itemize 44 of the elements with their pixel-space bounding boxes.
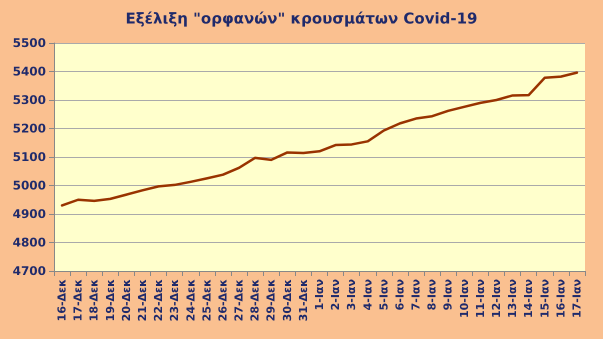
x-tick-label: 11-Ιαν xyxy=(474,279,487,318)
x-tick-label: 21-Δεκ xyxy=(136,278,149,322)
x-tick-label: 22-Δεκ xyxy=(152,278,166,322)
x-tick-label: 18-Δεκ xyxy=(88,278,101,322)
y-tick-label: 4800 xyxy=(12,236,46,250)
chart-title: Εξέλιξη "ορφανών" κρουσμάτων Covid-19 xyxy=(126,10,478,28)
x-tick-label: 23-Δεκ xyxy=(168,278,182,322)
y-tick-label: 5100 xyxy=(12,150,46,164)
y-tick-label: 5300 xyxy=(12,93,46,107)
x-tick-label: 14-Ιαν xyxy=(522,279,536,318)
y-tick-label: 5000 xyxy=(12,178,46,192)
x-tick-label: 6-Ιαν xyxy=(393,279,406,310)
y-tick-label: 4900 xyxy=(12,207,46,221)
x-tick-label: 16-Ιαν xyxy=(554,279,568,318)
x-tick-label: 17-Δεκ xyxy=(72,278,85,322)
y-tick-label: 5500 xyxy=(12,36,46,50)
y-tick-label: 4700 xyxy=(12,264,46,278)
y-tick-label: 5400 xyxy=(12,64,46,78)
x-tick-label: 27-Δεκ xyxy=(232,278,246,322)
y-tick-label: 5200 xyxy=(12,122,46,136)
x-tick-label: 24-Δεκ xyxy=(184,278,198,322)
x-tick-label: 3-Ιαν xyxy=(345,279,358,310)
x-tick-label: 30-Δεκ xyxy=(280,278,294,322)
x-tick-label: 29-Δεκ xyxy=(264,278,278,322)
x-tick-label: 7-Ιαν xyxy=(410,279,423,310)
line-series xyxy=(60,71,578,207)
x-tick-label: 26-Δεκ xyxy=(216,278,230,322)
x-tick-label: 20-Δεκ xyxy=(120,278,133,322)
x-tick-label: 19-Δεκ xyxy=(104,278,117,322)
x-tick-label: 17-Ιαν xyxy=(570,279,584,318)
x-tick-label: 4-Ιαν xyxy=(361,279,374,310)
x-tick-label: 1-Ιαν xyxy=(313,279,326,310)
x-tick-label: 10-Ιαν xyxy=(458,279,471,318)
x-tick-label: 12-Ιαν xyxy=(490,279,503,318)
x-tick-label: 28-Δεκ xyxy=(248,278,262,322)
x-tick-label: 25-Δεκ xyxy=(200,278,214,322)
x-tick-label: 31-Δεκ xyxy=(296,278,310,322)
x-tick-label: 2-Ιαν xyxy=(329,279,342,310)
x-tick-label: 9-Ιαν xyxy=(442,279,455,310)
x-tick-label: 8-Ιαν xyxy=(426,279,439,310)
x-tick-label: 16-Δεκ xyxy=(56,278,69,322)
x-tick-label: 5-Ιαν xyxy=(377,279,390,310)
x-tick-label: 15-Ιαν xyxy=(538,279,552,318)
x-tick-label: 13-Ιαν xyxy=(506,279,520,318)
